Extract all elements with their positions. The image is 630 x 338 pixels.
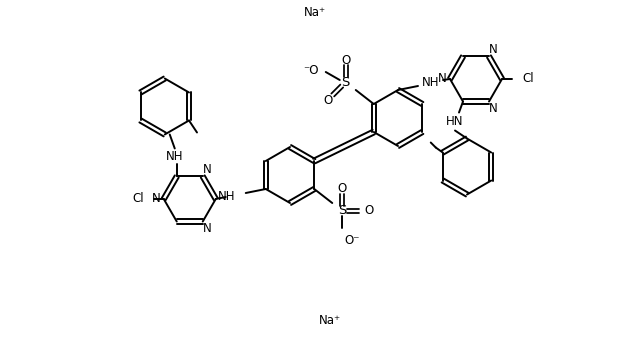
Text: O⁻: O⁻ (344, 234, 360, 247)
Text: O: O (364, 204, 374, 217)
Text: N: N (202, 222, 211, 235)
Text: S: S (338, 204, 346, 217)
Text: O: O (341, 53, 350, 67)
Text: N: N (151, 193, 160, 206)
Text: N: N (489, 102, 497, 115)
Text: S: S (341, 75, 350, 89)
Text: Cl: Cl (522, 72, 534, 86)
Text: Na⁺: Na⁺ (319, 314, 341, 327)
Text: HN: HN (446, 115, 464, 128)
Text: N: N (438, 72, 447, 86)
Text: ⁻O: ⁻O (303, 64, 319, 76)
Text: Na⁺: Na⁺ (304, 5, 326, 19)
Text: O: O (323, 94, 333, 106)
Text: NH: NH (422, 75, 440, 89)
Text: N: N (489, 43, 497, 56)
Text: N: N (202, 163, 211, 176)
Text: NH: NH (166, 150, 183, 163)
Text: NH: NH (218, 191, 236, 203)
Text: Cl: Cl (132, 193, 144, 206)
Text: O: O (338, 183, 347, 195)
